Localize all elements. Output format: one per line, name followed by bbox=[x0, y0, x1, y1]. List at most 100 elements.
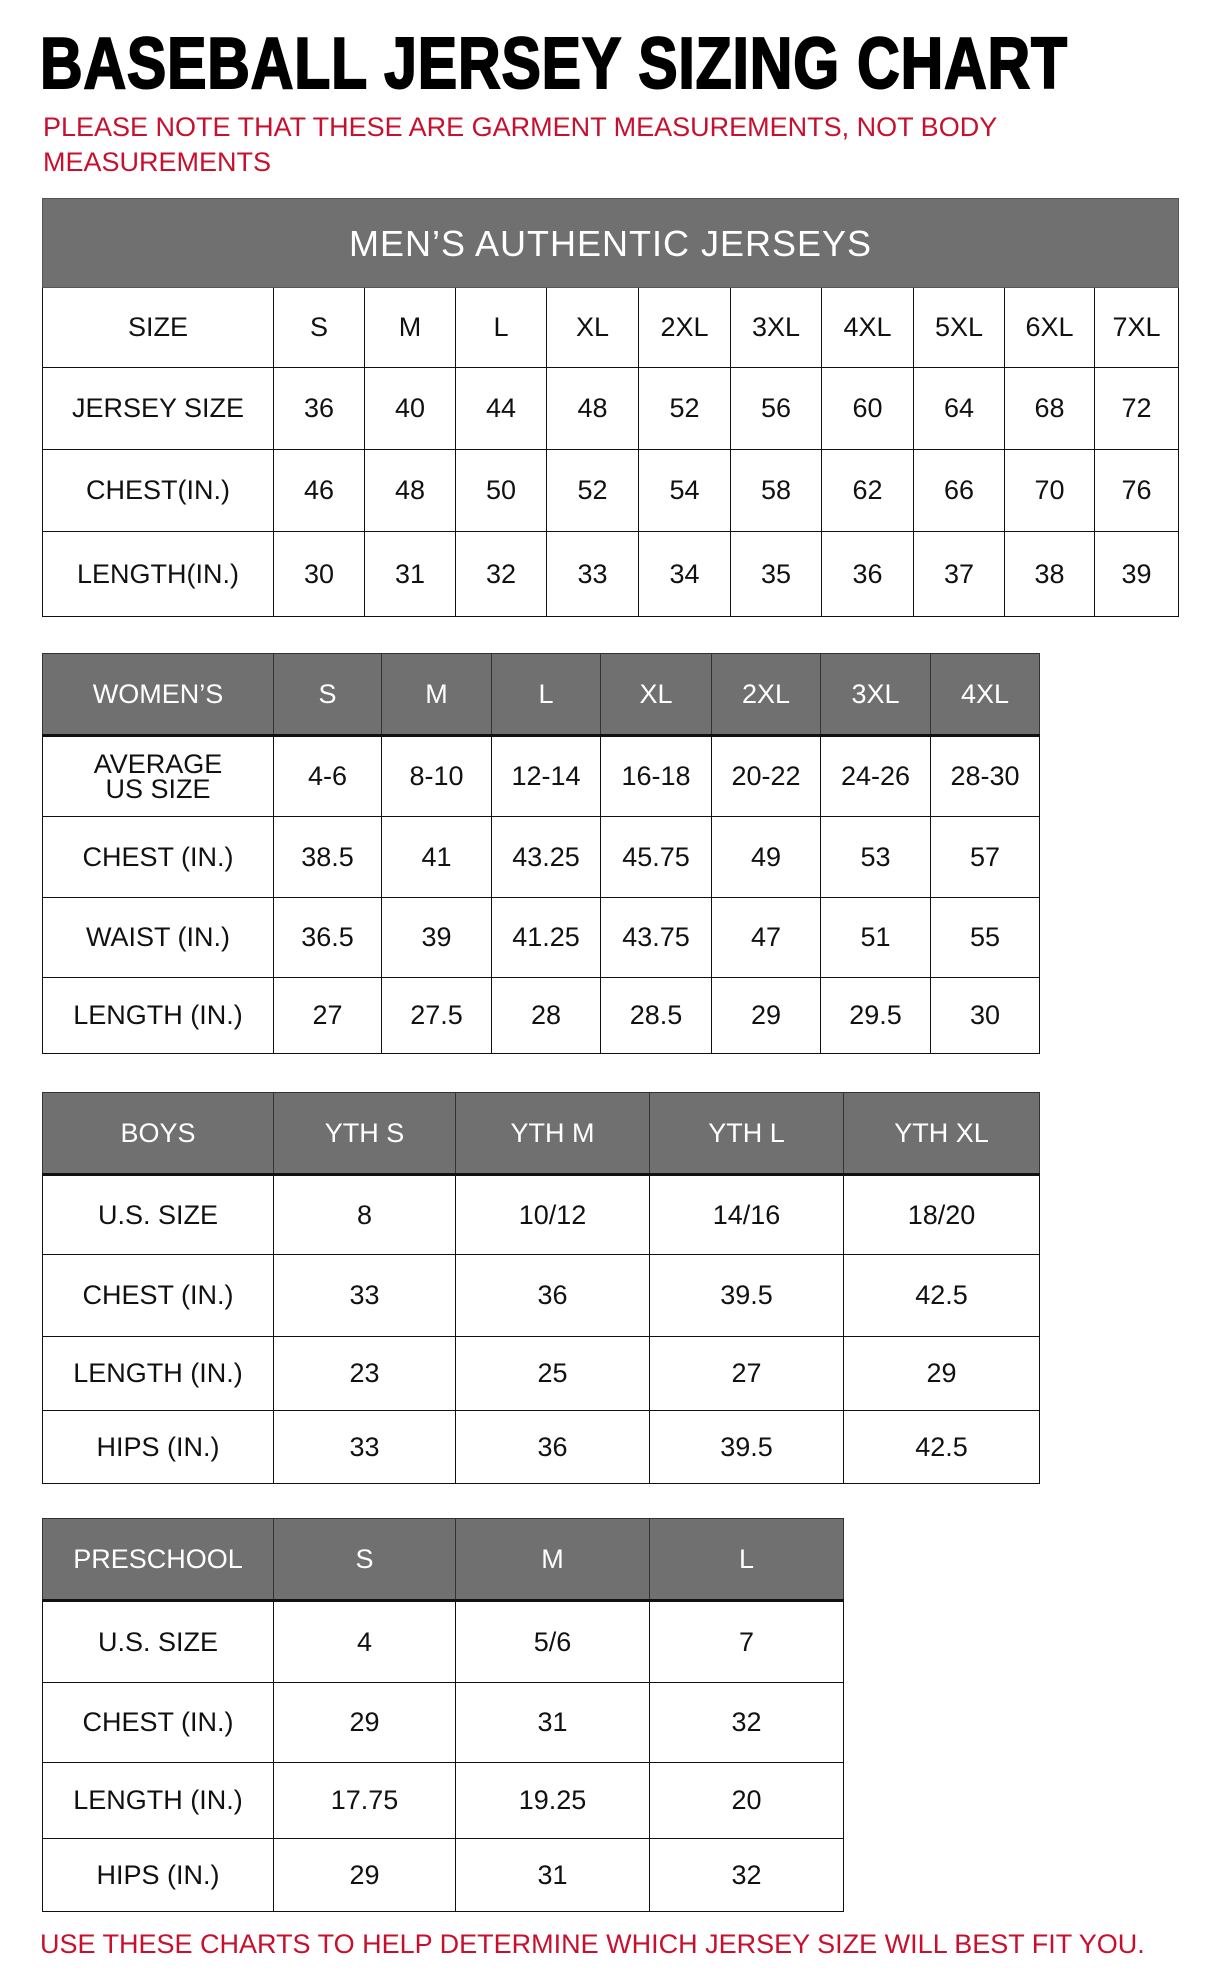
header-label-cell: SIZE bbox=[42, 287, 274, 368]
table-row: U.S. SIZE 8 10/12 14/16 18/20 bbox=[42, 1174, 1040, 1255]
measurement-cell: 27 bbox=[273, 977, 382, 1054]
measurement-cell: 34 bbox=[638, 531, 731, 617]
table-header-row: WOMEN’S S M L XL 2XL 3XL 4XL bbox=[42, 653, 1040, 736]
row-label-cell: LENGTH (IN.) bbox=[42, 1336, 274, 1411]
measurement-cell: 20-22 bbox=[711, 735, 821, 817]
measurement-cell: 70 bbox=[1004, 449, 1095, 532]
boys-size-table: BOYS YTH S YTH M YTH L YTH XL U.S. SIZE 8 10/12… bbox=[42, 1092, 1040, 1484]
measurement-cell: 33 bbox=[273, 1410, 456, 1484]
measurement-cell: 36 bbox=[273, 367, 365, 450]
measurement-cell: 24-26 bbox=[820, 735, 931, 817]
measurement-cell: 35 bbox=[730, 531, 822, 617]
measurement-cell: 44 bbox=[455, 367, 547, 450]
measurement-cell: 41.25 bbox=[491, 897, 601, 978]
measurement-cell: 57 bbox=[930, 816, 1040, 898]
row-label-cell: CHEST(IN.) bbox=[42, 449, 274, 532]
measurement-cell: 5/6 bbox=[455, 1600, 650, 1683]
table-header-row: BOYS YTH S YTH M YTH L YTH XL bbox=[42, 1092, 1040, 1175]
measurement-cell: 49 bbox=[711, 816, 821, 898]
size-header-cell: L bbox=[455, 287, 547, 368]
measurement-cell: 18/20 bbox=[843, 1174, 1040, 1255]
size-header-cell: 3XL bbox=[820, 653, 931, 736]
measurement-cell: 29 bbox=[273, 1838, 456, 1912]
row-label-cell: WAIST (IN.) bbox=[42, 897, 274, 978]
measurement-cell: 36.5 bbox=[273, 897, 382, 978]
measurement-cell: 48 bbox=[546, 367, 639, 450]
size-header-cell: 3XL bbox=[730, 287, 822, 368]
size-header-cell: YTH XL bbox=[843, 1092, 1040, 1175]
size-header-cell: 4XL bbox=[821, 287, 914, 368]
measurement-cell: 19.25 bbox=[455, 1762, 650, 1839]
row-label-cell: HIPS (IN.) bbox=[42, 1838, 274, 1912]
header-label-cell: WOMEN’S bbox=[42, 653, 274, 736]
measurement-cell: 37 bbox=[913, 531, 1005, 617]
table-row: AVERAGE US SIZE 4-6 8-10 12-14 16-18 20-22 24-… bbox=[42, 735, 1040, 817]
size-header-cell: 2XL bbox=[638, 287, 731, 368]
measurement-cell: 36 bbox=[821, 531, 914, 617]
table-row: HIPS (IN.) 33 36 39.5 42.5 bbox=[42, 1410, 1040, 1484]
measurement-cell: 4-6 bbox=[273, 735, 382, 817]
measurement-cell: 25 bbox=[455, 1336, 650, 1411]
measurement-cell: 55 bbox=[930, 897, 1040, 978]
table-row: CHEST (IN.) 33 36 39.5 42.5 bbox=[42, 1254, 1040, 1337]
measurement-cell: 38.5 bbox=[273, 816, 382, 898]
measurement-cell: 48 bbox=[364, 449, 456, 532]
row-label-cell: LENGTH (IN.) bbox=[42, 1762, 274, 1839]
measurement-cell: 50 bbox=[455, 449, 547, 532]
measurement-cell: 66 bbox=[913, 449, 1005, 532]
measurement-cell: 64 bbox=[913, 367, 1005, 450]
measurement-cell: 53 bbox=[820, 816, 931, 898]
footer-note: USE THESE CHARTS TO HELP DETERMINE WHICH… bbox=[40, 1929, 1145, 1959]
measurement-cell: 17.75 bbox=[273, 1762, 456, 1839]
measurement-cell: 52 bbox=[638, 367, 731, 450]
measurement-cell: 38 bbox=[1004, 531, 1095, 617]
size-header-cell: XL bbox=[546, 287, 639, 368]
row-label-cell: CHEST (IN.) bbox=[42, 1254, 274, 1337]
table-header-row: SIZE S M L XL 2XL 3XL 4XL 5XL 6XL 7XL bbox=[42, 287, 1180, 368]
measurement-cell: 28.5 bbox=[600, 977, 712, 1054]
measurement-cell: 39 bbox=[1093, 531, 1180, 617]
garment-measurement-note: PLEASE NOTE THAT THESE ARE GARMENT MEASU… bbox=[43, 112, 997, 177]
row-label-cell: LENGTH(IN.) bbox=[42, 531, 274, 617]
size-header-cell: 4XL bbox=[930, 653, 1040, 736]
measurement-cell: 62 bbox=[821, 449, 914, 532]
measurement-cell: 31 bbox=[455, 1838, 650, 1912]
size-header-cell: M bbox=[364, 287, 456, 368]
measurement-cell: 39.5 bbox=[649, 1410, 844, 1484]
measurement-cell: 72 bbox=[1093, 367, 1180, 450]
header-label-cell: BOYS bbox=[42, 1092, 274, 1175]
measurement-cell: 29.5 bbox=[820, 977, 931, 1054]
table-row: CHEST (IN.) 38.5 41 43.25 45.75 49 53 57 bbox=[42, 816, 1040, 898]
table-row: HIPS (IN.) 29 31 32 bbox=[42, 1838, 844, 1912]
size-header-cell: M bbox=[455, 1518, 650, 1601]
measurement-cell: 4 bbox=[273, 1600, 456, 1683]
size-header-cell: 2XL bbox=[711, 653, 821, 736]
row-label-cell: U.S. SIZE bbox=[42, 1174, 274, 1255]
measurement-cell: 8-10 bbox=[381, 735, 492, 817]
measurement-cell: 30 bbox=[273, 531, 365, 617]
table-row: CHEST (IN.) 29 31 32 bbox=[42, 1682, 844, 1763]
measurement-cell: 51 bbox=[820, 897, 931, 978]
size-header-cell: 7XL bbox=[1093, 287, 1180, 368]
size-header-cell: M bbox=[381, 653, 492, 736]
measurement-cell: 28 bbox=[491, 977, 601, 1054]
measurement-cell: 31 bbox=[364, 531, 456, 617]
measurement-cell: 7 bbox=[649, 1600, 844, 1683]
measurement-cell: 10/12 bbox=[455, 1174, 650, 1255]
measurement-cell: 42.5 bbox=[843, 1254, 1040, 1337]
measurement-cell: 23 bbox=[273, 1336, 456, 1411]
measurement-cell: 54 bbox=[638, 449, 731, 532]
size-header-cell: 5XL bbox=[913, 287, 1005, 368]
measurement-cell: 46 bbox=[273, 449, 365, 532]
measurement-cell: 29 bbox=[273, 1682, 456, 1763]
size-header-cell: L bbox=[649, 1518, 844, 1601]
table-row: LENGTH (IN.) 17.75 19.25 20 bbox=[42, 1762, 844, 1839]
measurement-cell: 47 bbox=[711, 897, 821, 978]
measurement-cell: 42.5 bbox=[843, 1410, 1040, 1484]
measurement-cell: 60 bbox=[821, 367, 914, 450]
measurement-cell: 16-18 bbox=[600, 735, 712, 817]
measurement-cell: 12-14 bbox=[491, 735, 601, 817]
mens-size-table: MEN’S AUTHENTIC JERSEYS SIZE S M L XL 2XL 3XL 4X… bbox=[41, 198, 1180, 617]
preschool-size-table: PRESCHOOL S M L U.S. SIZE 4 5/6 7 CHEST (IN.) 29 3… bbox=[42, 1518, 844, 1912]
measurement-cell: 39.5 bbox=[649, 1254, 844, 1337]
